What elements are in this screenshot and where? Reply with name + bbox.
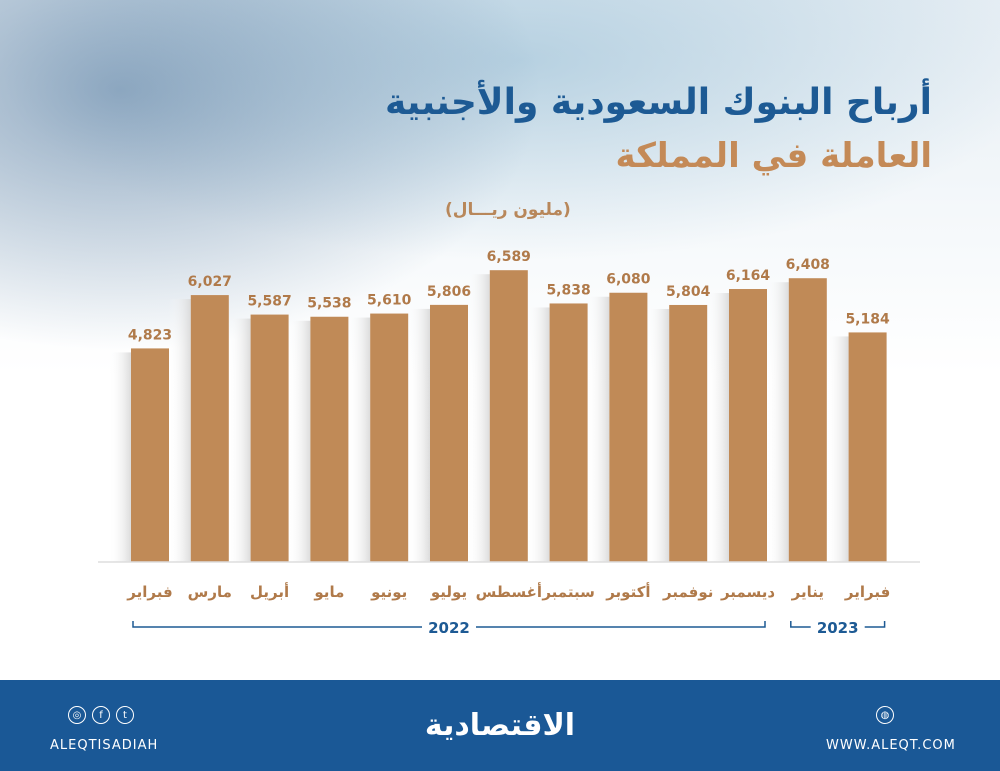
bar-1 bbox=[190, 295, 229, 562]
bar-8 bbox=[609, 292, 648, 562]
x-tick-label: يوليو bbox=[430, 583, 467, 601]
bar-4 bbox=[370, 313, 409, 562]
bar-0 bbox=[131, 348, 169, 562]
bar-6 bbox=[489, 270, 528, 562]
data-label: 5,538 bbox=[307, 296, 351, 312]
x-tick-label: أكتوبر bbox=[605, 582, 650, 601]
data-label: 5,184 bbox=[845, 311, 890, 327]
bar-10 bbox=[729, 289, 767, 562]
social-icons: ◎ f t bbox=[68, 706, 134, 724]
data-label: 6,080 bbox=[606, 272, 651, 288]
bar-shadow bbox=[527, 307, 550, 562]
x-tick-label: سبتمبر bbox=[541, 583, 595, 601]
bar-shadow bbox=[826, 336, 849, 562]
x-tick-label: فبراير bbox=[844, 583, 890, 601]
facebook-icon[interactable]: f bbox=[92, 706, 110, 724]
social-handle: ALEQTISADIAH bbox=[50, 738, 159, 753]
bar-chart: 4,823 فبراير 6,027 مارس 5,587 أبريل 5,538 مايو 5… bbox=[98, 249, 920, 637]
web-icon: ◍ bbox=[876, 706, 894, 724]
bar-2 bbox=[250, 314, 289, 562]
data-label: 6,027 bbox=[188, 274, 232, 290]
bar-11 bbox=[788, 278, 827, 562]
year-bracket bbox=[790, 621, 886, 628]
bar-5 bbox=[430, 304, 468, 562]
x-tick-label: أبريل bbox=[250, 582, 289, 601]
x-tick-label: أغسطس bbox=[476, 582, 542, 601]
x-tick-label: نوفمبر bbox=[662, 583, 713, 601]
x-tick-label: يونيو bbox=[370, 583, 407, 601]
bar-shadow bbox=[408, 308, 430, 562]
instagram-icon[interactable]: ◎ bbox=[68, 706, 86, 724]
bar-shadow bbox=[168, 299, 191, 562]
bar-12 bbox=[848, 332, 887, 562]
x-tick-label: يناير bbox=[791, 583, 824, 601]
bar-shadow bbox=[348, 317, 371, 562]
website-link[interactable]: WWW.ALEQT.COM bbox=[826, 738, 956, 753]
chart-title: أرباح البنوك السعودية والأجنبية bbox=[384, 82, 932, 123]
unit-label: (مليون ريـــال) bbox=[445, 200, 571, 220]
data-label: 5,587 bbox=[247, 294, 291, 310]
logo: الاقتصادية bbox=[424, 708, 576, 743]
bar-9 bbox=[669, 304, 708, 562]
x-tick-label: مايو bbox=[313, 583, 344, 601]
x-tick-label: ديسمبر bbox=[720, 583, 775, 601]
data-label: 5,806 bbox=[427, 284, 471, 300]
bar-7 bbox=[549, 303, 588, 562]
bar-shadow bbox=[288, 320, 311, 562]
data-label: 5,838 bbox=[546, 282, 590, 298]
bar-shadow bbox=[707, 293, 729, 562]
footer bbox=[0, 680, 1000, 771]
x-tick-label: مارس bbox=[188, 583, 232, 601]
bar-3 bbox=[310, 316, 349, 562]
data-label: 4,823 bbox=[128, 327, 172, 343]
bar-shadow bbox=[467, 274, 490, 562]
bar-shadow bbox=[228, 318, 251, 562]
data-label: 6,408 bbox=[786, 257, 830, 273]
bar-shadow bbox=[647, 308, 670, 562]
bar-shadow bbox=[587, 296, 610, 562]
data-label: 5,804 bbox=[666, 284, 711, 300]
year-bracket bbox=[132, 621, 766, 628]
twitter-icon[interactable]: t bbox=[116, 706, 134, 724]
bar-shadow bbox=[109, 352, 131, 562]
data-label: 6,589 bbox=[487, 249, 531, 265]
data-label: 6,164 bbox=[726, 268, 771, 284]
bar-shadow bbox=[766, 282, 789, 562]
x-tick-label: فبراير bbox=[126, 583, 172, 601]
data-label: 5,610 bbox=[367, 293, 412, 309]
year-label: 2023 bbox=[817, 619, 859, 637]
year-label: 2022 bbox=[428, 619, 470, 637]
chart-subtitle: العاملة في المملكة bbox=[615, 136, 932, 176]
